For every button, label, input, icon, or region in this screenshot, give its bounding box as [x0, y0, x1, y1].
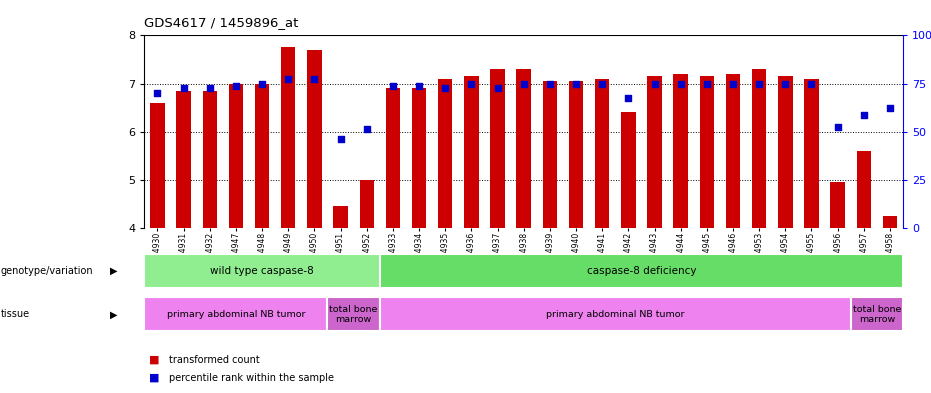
- Point: [804, 80, 819, 86]
- Bar: [203, 91, 217, 228]
- Bar: [333, 206, 348, 228]
- Point: [725, 80, 740, 86]
- Point: [621, 95, 636, 101]
- Point: [228, 83, 243, 89]
- Point: [150, 90, 165, 96]
- Text: ▶: ▶: [110, 309, 117, 320]
- Text: GDS4617 / 1459896_at: GDS4617 / 1459896_at: [144, 16, 299, 29]
- Bar: [778, 76, 792, 228]
- Text: total bone
marrow: total bone marrow: [330, 305, 378, 324]
- Bar: [307, 50, 321, 228]
- Point: [202, 85, 217, 92]
- Point: [412, 83, 426, 89]
- Text: tissue: tissue: [1, 309, 30, 320]
- Bar: [281, 48, 295, 228]
- Point: [647, 80, 662, 86]
- Bar: [229, 83, 243, 228]
- Bar: [830, 182, 844, 228]
- Bar: [699, 76, 714, 228]
- Point: [569, 80, 584, 86]
- Text: wild type caspase-8: wild type caspase-8: [210, 266, 314, 276]
- Bar: [595, 79, 610, 228]
- Bar: [543, 81, 557, 228]
- Bar: [621, 112, 636, 228]
- Point: [595, 80, 610, 86]
- Point: [307, 75, 322, 82]
- Point: [699, 80, 714, 86]
- Bar: [380, 254, 903, 288]
- Point: [281, 75, 296, 82]
- Bar: [857, 151, 871, 228]
- Text: genotype/variation: genotype/variation: [1, 266, 93, 276]
- Bar: [255, 83, 269, 228]
- Bar: [144, 254, 380, 288]
- Bar: [328, 298, 380, 331]
- Bar: [752, 69, 766, 228]
- Bar: [851, 298, 903, 331]
- Text: ■: ■: [149, 373, 159, 383]
- Point: [359, 126, 374, 132]
- Text: primary abdominal NB tumor: primary abdominal NB tumor: [546, 310, 684, 319]
- Bar: [491, 69, 505, 228]
- Point: [830, 124, 845, 130]
- Bar: [647, 76, 662, 228]
- Bar: [176, 91, 191, 228]
- Point: [333, 136, 348, 142]
- Bar: [438, 79, 452, 228]
- Point: [516, 80, 531, 86]
- Text: caspase-8 deficiency: caspase-8 deficiency: [587, 266, 696, 276]
- Text: percentile rank within the sample: percentile rank within the sample: [169, 373, 334, 383]
- Point: [778, 80, 793, 86]
- Point: [751, 80, 766, 86]
- Text: total bone
marrow: total bone marrow: [853, 305, 901, 324]
- Bar: [883, 216, 897, 228]
- Bar: [804, 79, 818, 228]
- Bar: [380, 298, 851, 331]
- Point: [464, 80, 479, 86]
- Bar: [673, 74, 688, 228]
- Bar: [726, 74, 740, 228]
- Bar: [569, 81, 583, 228]
- Point: [490, 85, 505, 92]
- Point: [438, 85, 452, 92]
- Text: ▶: ▶: [110, 266, 117, 276]
- Bar: [359, 180, 374, 228]
- Point: [857, 112, 871, 118]
- Point: [385, 83, 400, 89]
- Text: primary abdominal NB tumor: primary abdominal NB tumor: [167, 310, 305, 319]
- Text: transformed count: transformed count: [169, 354, 260, 365]
- Point: [673, 80, 688, 86]
- Bar: [465, 76, 479, 228]
- Bar: [412, 88, 426, 228]
- Point: [254, 80, 269, 86]
- Bar: [385, 88, 400, 228]
- Text: ■: ■: [149, 354, 159, 365]
- Bar: [517, 69, 531, 228]
- Point: [883, 105, 897, 111]
- Point: [543, 80, 558, 86]
- Bar: [150, 103, 165, 228]
- Point: [176, 85, 191, 92]
- Bar: [144, 298, 328, 331]
